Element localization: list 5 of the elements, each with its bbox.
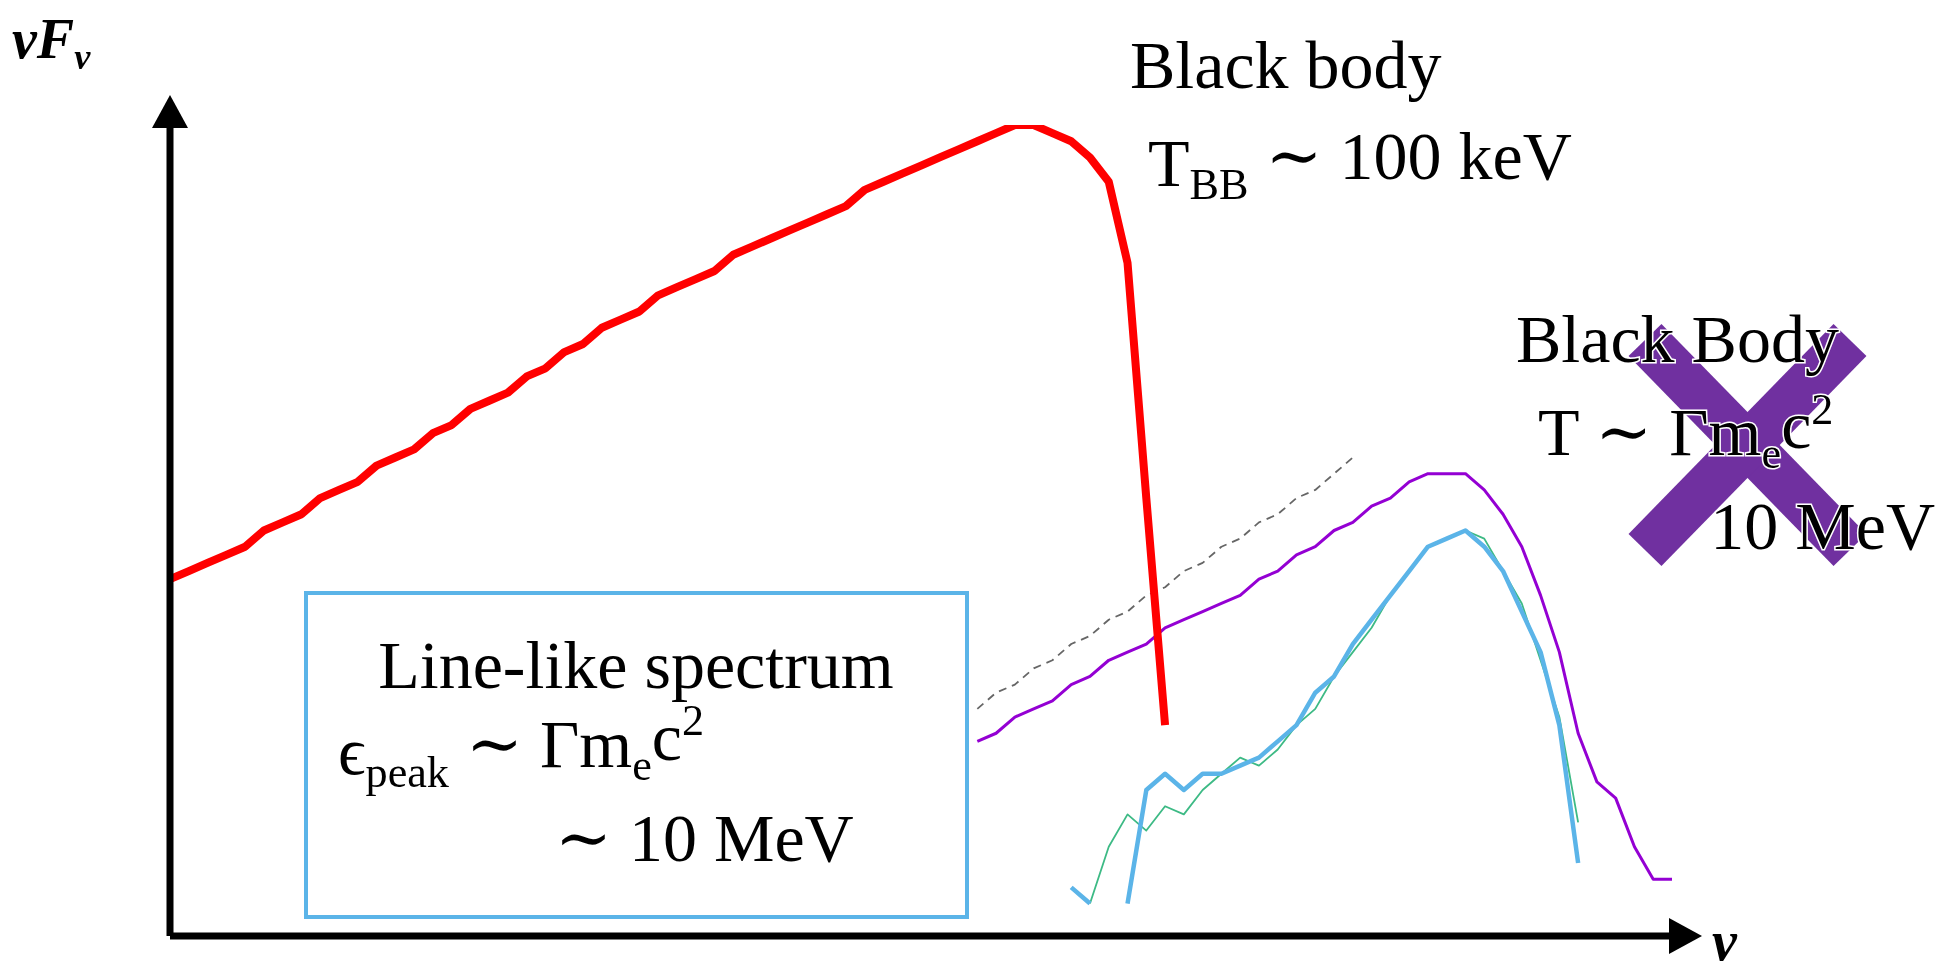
- annotation: ∼ 10 MeV: [555, 800, 854, 876]
- x-axis-title: ν: [1712, 910, 1738, 972]
- text: Black body: [1130, 27, 1442, 103]
- y-axis-title: νF$_{ν}$: [12, 8, 92, 77]
- annotation: T$_{BB}$ ∼ 100 keV: [1148, 117, 1572, 210]
